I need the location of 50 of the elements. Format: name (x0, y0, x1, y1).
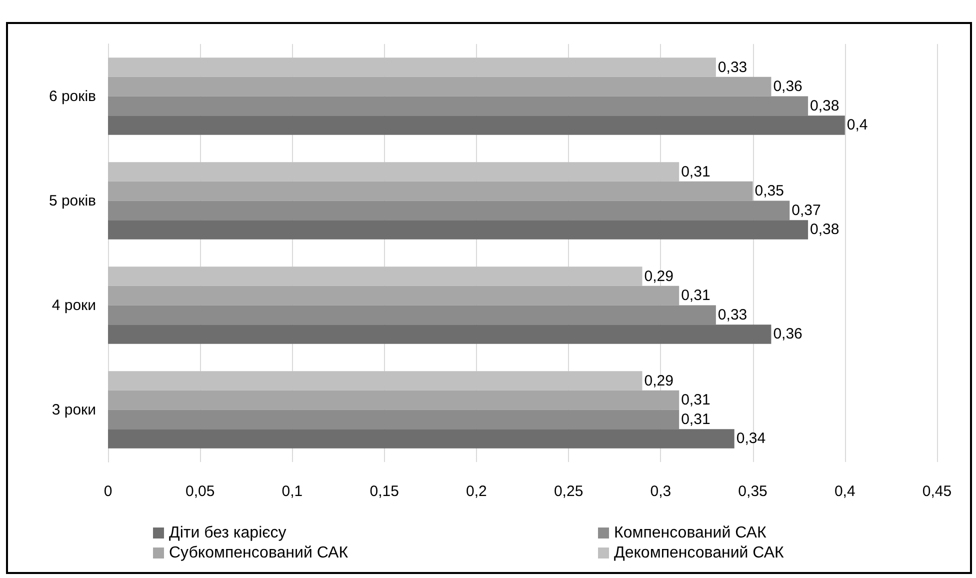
legend-label: Декомпенсований САК (614, 544, 785, 562)
bar (108, 76, 772, 96)
data-label: 0,38 (810, 97, 840, 114)
x-tick-label: 0,2 (466, 483, 487, 500)
bar (108, 390, 680, 410)
x-tick-label: 0,4 (834, 483, 856, 500)
bar (108, 220, 808, 240)
x-tick-label: 0,1 (282, 483, 303, 500)
bar (108, 58, 716, 77)
x-tick-label: 0,45 (922, 483, 952, 500)
data-label: 0,31 (681, 287, 710, 304)
bar (108, 181, 753, 201)
data-label: 0,36 (773, 326, 802, 343)
data-label: 0,34 (736, 430, 766, 448)
legend-label: Субкомпенсований САК (169, 544, 349, 562)
y-tick-label: 6 років (48, 88, 96, 105)
data-label: 0,31 (681, 163, 710, 180)
data-label: 0,4 (846, 116, 868, 134)
bar (108, 162, 680, 182)
data-label: 0,38 (810, 221, 840, 238)
bar (108, 305, 716, 325)
data-label: 0,29 (644, 268, 674, 285)
data-label: 0,37 (792, 202, 821, 219)
bar (108, 429, 734, 448)
bar (108, 410, 680, 430)
data-label: 0,33 (718, 306, 748, 324)
bar (108, 324, 772, 344)
data-label: 0,31 (681, 410, 710, 428)
bar (108, 286, 680, 306)
bar (108, 200, 790, 220)
bar (108, 371, 642, 390)
bar (108, 96, 808, 116)
legend-label: Компенсований САК (614, 524, 767, 542)
legend-label: Діти без карієсу (169, 524, 286, 542)
data-label: 0,29 (644, 372, 674, 390)
x-tick-label: 0 (104, 483, 112, 500)
data-label: 0,36 (773, 78, 802, 96)
y-tick-label: 3 роки (52, 401, 96, 418)
x-tick-label: 0,05 (186, 483, 215, 500)
x-tick-label: 0,15 (370, 483, 399, 500)
data-label: 0,35 (754, 182, 784, 200)
data-label: 0,31 (681, 392, 710, 409)
x-tick-label: 0,25 (554, 483, 584, 500)
x-tick-label: 0,35 (738, 483, 768, 500)
x-tick-label: 0,3 (650, 483, 672, 500)
y-tick-label: 5 років (48, 192, 96, 210)
bar (108, 116, 845, 135)
bar (108, 266, 642, 286)
data-label: 0,33 (718, 58, 748, 76)
y-tick-label: 4 роки (52, 296, 96, 314)
